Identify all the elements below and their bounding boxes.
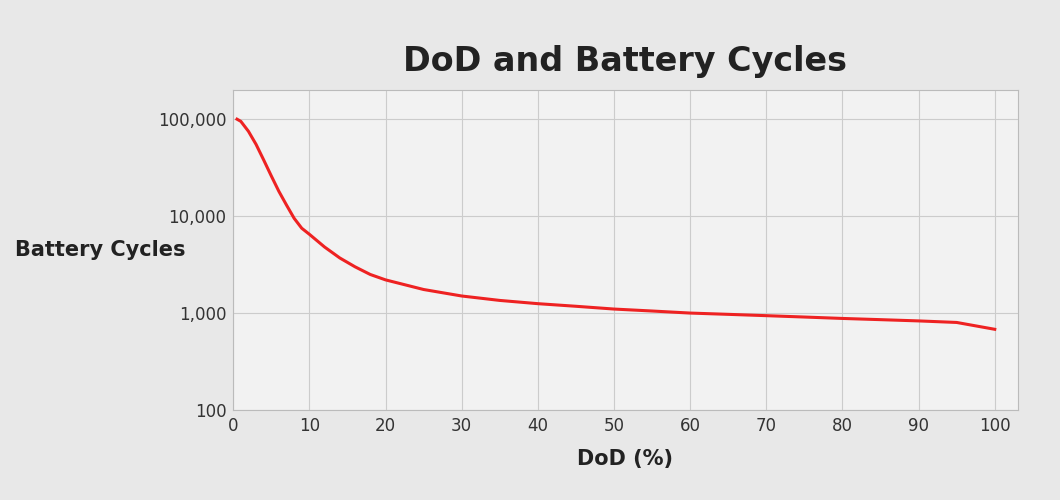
- X-axis label: DoD (%): DoD (%): [578, 449, 673, 469]
- Text: Battery Cycles: Battery Cycles: [16, 240, 185, 260]
- Title: DoD and Battery Cycles: DoD and Battery Cycles: [404, 44, 847, 78]
